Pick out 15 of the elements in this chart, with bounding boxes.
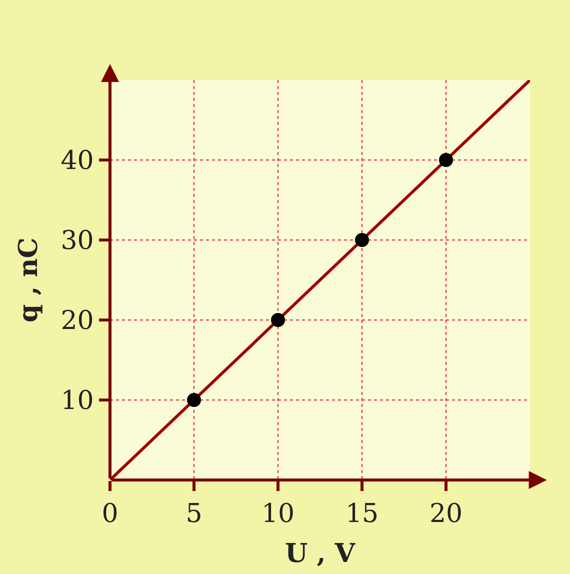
x-tick-label: 10	[261, 499, 295, 530]
y-tick-label: 30	[60, 226, 94, 256]
point	[439, 153, 453, 167]
x-tick-label: 20	[429, 499, 463, 530]
point	[187, 393, 201, 407]
y-tick-label: 40	[60, 146, 94, 176]
y-axis-title: q , nC	[14, 238, 44, 322]
x-tick-label: 0	[102, 499, 118, 530]
point	[271, 313, 285, 327]
point	[355, 233, 369, 247]
y-tick-label: 10	[60, 386, 94, 416]
y-tick-label: 20	[60, 306, 94, 336]
x-tick-label: 15	[345, 499, 379, 530]
x-axis-title: U , V	[284, 538, 356, 569]
x-tick-label: 5	[186, 499, 202, 530]
